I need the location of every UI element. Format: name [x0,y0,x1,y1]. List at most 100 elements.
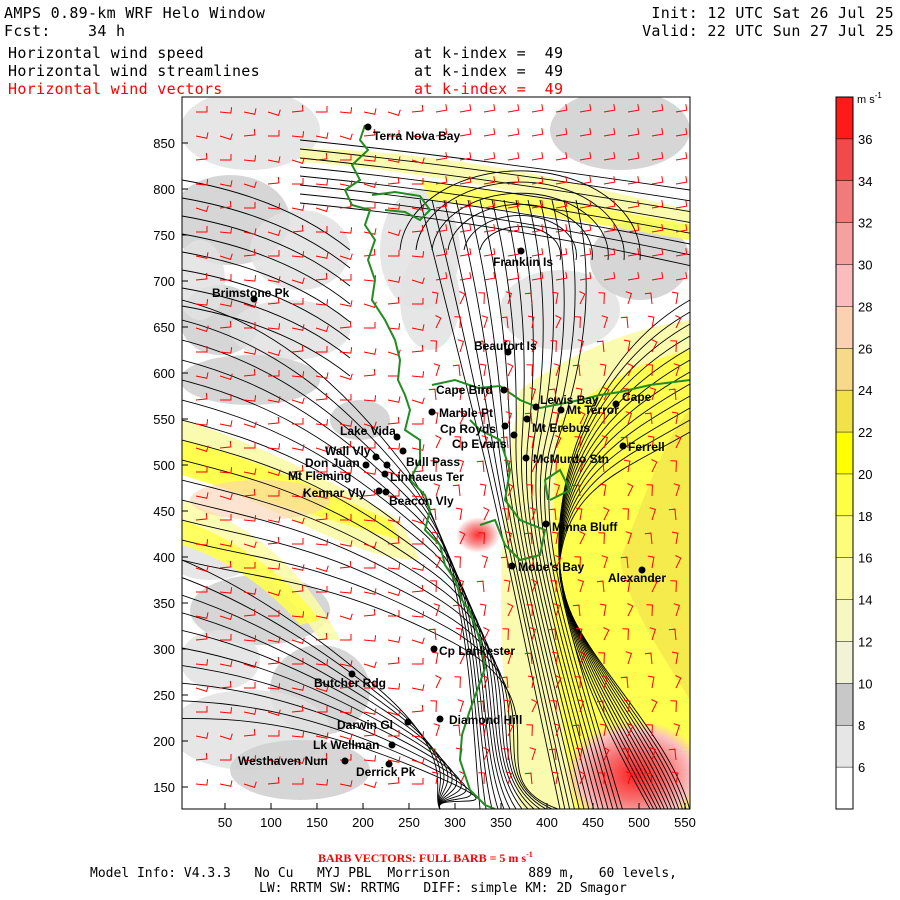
wind-barb [598,292,605,305]
streamline [455,199,575,809]
wind-barb [291,324,305,331]
wind-barb [483,224,496,233]
wind-barb [387,536,400,545]
x-tick-label: 300 [444,815,466,830]
wind-barb [412,418,424,425]
wind-barb [507,723,514,737]
streamline [182,717,477,809]
wind-barb [481,555,489,569]
streamline [463,215,577,261]
wind-barb [577,579,585,593]
colorbar-label: 30 [858,258,872,273]
wind-barb [316,706,328,713]
wind-barb [651,224,664,233]
colorbar-frame [835,96,854,810]
wind-barb [435,435,442,449]
wind-barb [505,651,513,665]
wind-barb [291,564,305,571]
wind-barb [243,275,257,282]
wind-barb [579,651,586,665]
wind-barb [553,723,561,737]
wind-barb [243,348,257,355]
place-label: Wall Vly [325,444,371,458]
wind-barb [363,348,377,355]
wind-barb [387,443,401,450]
wind-barb [572,484,581,497]
wind-barb [435,555,442,569]
x-tick-label: 250 [398,815,420,830]
wind-barb [579,531,586,545]
wind-barb [668,388,677,401]
colorbar-swatch [836,473,853,516]
streamline [182,179,351,251]
wind-barb [412,658,424,665]
wind-barb [219,680,232,689]
wind-barb [195,205,209,213]
wind-barb [452,724,461,737]
layer-level-streamlines: at k-index = 49 [414,62,564,80]
place-marker [428,408,436,416]
streamline [182,519,547,809]
wind-barb [623,339,631,353]
wind-barb [363,248,376,257]
wind-barb [675,224,688,233]
y-axis: 150 200 250 300 350 400 450 500 550 600 650 700 750 8… [153,136,188,795]
wind-barb [529,387,537,401]
wind-barb [339,253,353,261]
wind-barb [553,603,561,617]
wind-barb [627,272,640,281]
wind-barb [195,492,209,499]
wind-barb [577,699,585,713]
wind-barb [195,132,209,139]
place-label: Franklin Is [493,255,553,269]
wind-barb [339,660,353,667]
wind-barb [627,152,640,161]
low-wind-patch [182,630,260,690]
wind-barb [430,340,437,353]
wind-barb [291,491,305,498]
wind-barb [220,514,232,521]
wind-barb [411,611,425,618]
wind-barb [574,676,581,689]
wind-barb [481,435,489,449]
wind-barb [315,152,328,161]
wind-barb [627,248,640,257]
place-marker [341,757,349,765]
wind-barb [196,106,208,113]
wind-barb [555,555,562,569]
wind-barb [196,346,208,353]
colorbar-label: 28 [858,299,872,314]
wind-barb [668,628,677,641]
place-marker [362,461,370,469]
wind-barb [625,411,633,425]
wind-barb [267,756,281,763]
wind-barb [428,388,437,401]
wind-barb [340,394,352,401]
wind-barb [412,538,424,545]
low-wind-patch [400,250,460,350]
place-marker [348,670,356,678]
wind-barb [267,323,281,330]
wind-barb [267,276,281,283]
y-tick-label: 400 [153,550,175,565]
wind-barb [574,316,581,329]
place-marker [517,247,525,255]
wind-barb [388,730,400,737]
wind-barb [670,580,677,593]
wind-barb [243,248,256,257]
streamline [399,170,641,261]
wind-barb [291,611,305,618]
wind-barb [411,444,425,451]
wind-barb [339,420,353,427]
wind-barb [243,488,256,497]
wind-barb [364,562,376,569]
colorbar-label: 26 [858,341,872,356]
wind-barb [243,368,256,377]
wind-barb [524,772,533,785]
wind-barb [483,128,496,137]
wind-barb [195,659,209,666]
wind-barb [548,748,557,761]
x-tick-label: 350 [490,815,512,830]
place-label: Lewis Bay [540,393,599,407]
wind-barb [387,656,400,665]
